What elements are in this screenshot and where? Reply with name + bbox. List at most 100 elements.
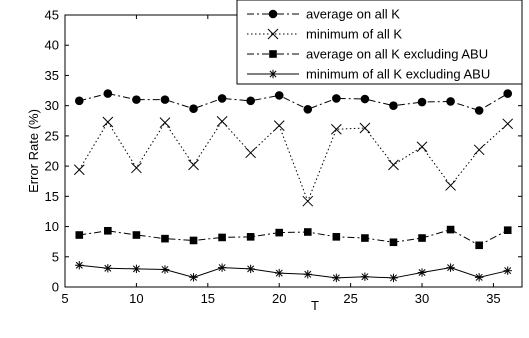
x-tick-label: 30: [415, 291, 429, 306]
circle-marker: [160, 95, 170, 104]
x-marker: [73, 164, 85, 176]
x-marker-stroke: [245, 147, 257, 159]
asterisk-marker: [360, 272, 370, 281]
circle-marker: [103, 89, 113, 98]
x-marker: [445, 180, 456, 191]
square-marker: [189, 236, 198, 245]
asterisk-stroke: [132, 265, 140, 273]
x-marker-stroke: [131, 162, 142, 174]
asterisk-marker: [446, 263, 455, 272]
x-marker-stroke: [302, 195, 314, 207]
asterisk-marker: [189, 273, 198, 282]
series-2: [75, 225, 512, 250]
square-marker: [275, 228, 284, 237]
series-1: [73, 116, 514, 207]
square-marker: [332, 233, 341, 241]
legend-label: average on all K: [306, 7, 400, 22]
square-marker: [475, 241, 483, 250]
asterisk-stroke: [247, 265, 255, 273]
y-tick-label: 0: [52, 280, 59, 295]
square-marker: [389, 238, 398, 247]
circle-marker: [503, 89, 513, 98]
legend-item: minimum of all K: [247, 27, 402, 42]
square-marker: [104, 226, 112, 235]
x-marker: [267, 28, 279, 40]
asterisk-marker: [275, 268, 284, 278]
y-tick-label: 20: [45, 159, 59, 174]
x-marker-stroke: [473, 144, 485, 156]
asterisk-stroke: [304, 270, 312, 278]
x-marker: [273, 120, 285, 131]
x-marker: [502, 118, 514, 130]
x-marker-stroke: [73, 164, 85, 176]
y-tick-label: 40: [45, 38, 59, 53]
asterisk-stroke: [104, 264, 112, 272]
asterisk-marker: [417, 268, 427, 277]
x-axis-label: T: [311, 298, 319, 313]
x-marker: [302, 195, 314, 207]
circle-marker: [474, 106, 484, 115]
asterisk-marker: [389, 273, 398, 283]
legend-box: [236, 0, 523, 85]
asterisk-marker: [332, 273, 341, 283]
asterisk-marker: [246, 264, 255, 274]
y-tick-label: 10: [45, 219, 59, 234]
circle-marker: [446, 97, 455, 106]
asterisk-marker: [503, 266, 512, 275]
asterisk-marker: [217, 263, 227, 272]
x-marker-stroke: [267, 28, 279, 40]
series-line: [79, 93, 508, 112]
x-marker-stroke: [388, 159, 399, 171]
series-line: [78, 120, 509, 203]
square-marker: [269, 50, 277, 58]
asterisk-marker: [132, 264, 141, 274]
circle-marker: [132, 95, 141, 104]
asterisk-stroke: [269, 70, 277, 78]
square-marker: [361, 234, 369, 242]
asterisk-stroke: [361, 273, 369, 281]
x-marker-stroke: [216, 116, 228, 127]
asterisk-marker: [303, 270, 312, 279]
y-tick-label: 45: [45, 8, 59, 23]
asterisk-stroke: [75, 261, 83, 269]
circle-marker: [303, 104, 313, 114]
asterisk-stroke: [447, 264, 455, 272]
square-marker: [303, 228, 312, 236]
asterisk-marker: [160, 265, 170, 274]
series-line: [79, 264, 508, 279]
square-marker: [161, 234, 169, 243]
y-tick-label: 30: [45, 98, 59, 113]
x-marker-stroke: [159, 117, 171, 128]
x-marker: [102, 116, 114, 128]
legend-label: average on all K excluding ABU: [306, 47, 488, 62]
x-marker: [473, 144, 485, 156]
legend-label: minimum of all K excluding ABU: [306, 67, 490, 82]
x-marker: [216, 116, 228, 127]
x-tick-label: 20: [272, 291, 286, 306]
circle-marker: [417, 97, 427, 107]
x-marker-stroke: [102, 116, 114, 128]
x-tick-label: 15: [201, 291, 215, 306]
x-marker: [330, 123, 342, 135]
square-marker: [75, 231, 84, 239]
circle-marker: [274, 91, 284, 100]
x-marker-stroke: [502, 118, 514, 130]
asterisk-stroke: [218, 264, 226, 272]
x-marker-stroke: [273, 120, 285, 131]
x-tick-label: 25: [343, 291, 357, 306]
y-axis-label: Error Rate (%): [26, 109, 41, 193]
series-layer: [73, 89, 514, 283]
asterisk-stroke: [418, 268, 426, 276]
asterisk-stroke: [275, 269, 283, 277]
x-marker-stroke: [330, 123, 342, 135]
x-marker: [416, 141, 428, 153]
x-marker: [359, 122, 371, 134]
x-marker: [131, 162, 142, 174]
square-marker: [218, 233, 226, 242]
asterisk-stroke: [504, 267, 512, 275]
x-marker: [188, 159, 199, 171]
series-line: [79, 229, 508, 246]
asterisk-stroke: [389, 274, 397, 282]
square-marker: [246, 233, 255, 241]
